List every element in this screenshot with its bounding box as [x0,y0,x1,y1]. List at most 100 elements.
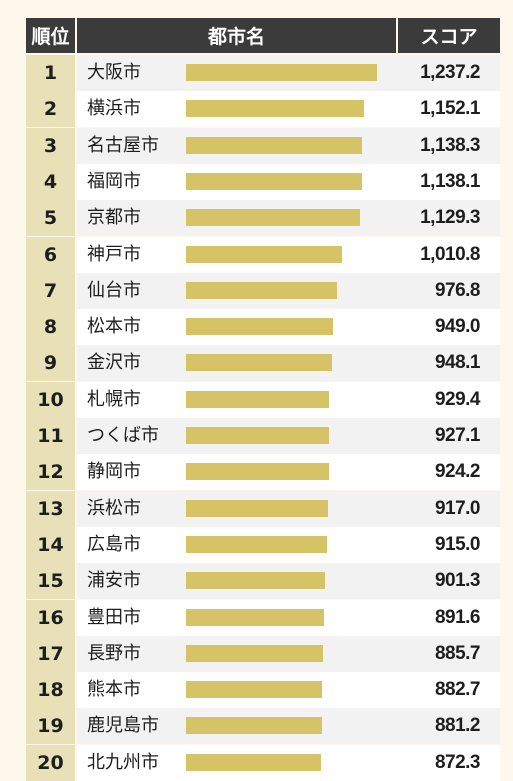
score-bar [186,463,329,481]
score-bar [186,572,326,590]
row-body: 福岡市 1,138.1 [77,163,500,200]
city-name: つくば市 [87,425,159,446]
city-name: 神戸市 [87,243,141,265]
score-value: 872.3 [434,751,481,773]
rank-cell: 5 [26,200,75,237]
rank-cell: 2 [26,91,75,128]
table-row: 11 つくば市 927.1 [26,418,500,454]
score-bar [186,499,328,517]
table-row: 14 広島市 915.0 [26,526,500,563]
row-body: つくば市 927.1 [77,418,500,454]
rank-cell: 9 [26,345,75,382]
row-body: 広島市 915.0 [77,526,500,563]
rank-header: 順位 [26,18,75,53]
city-name: 仙台市 [87,279,141,301]
city-name: 名古屋市 [87,134,159,156]
score-bar [186,245,343,263]
table-row: 15 浦安市 901.3 [26,563,500,600]
city-name: 長野市 [87,642,141,664]
city-name: 熊本市 [87,679,141,701]
rank-cell: 1 [26,55,75,91]
row-body: 仙台市 976.8 [77,272,500,309]
score-value: 927.1 [434,425,481,446]
score-header: スコア [398,18,500,53]
score-value: 1,138.3 [420,134,480,156]
table-row: 9 金沢市 948.1 [26,345,500,382]
score-bar [186,681,323,699]
rank-cell: 8 [26,309,75,346]
city-name: 金沢市 [87,352,141,374]
row-body: 熊本市 882.7 [77,672,500,709]
table-row: 10 札幌市 929.4 [26,381,500,418]
score-bar [186,172,362,190]
city-name: 静岡市 [87,461,141,483]
row-body: 神戸市 1,010.8 [77,236,500,273]
row-body: 名古屋市 1,138.3 [77,127,500,164]
city-name: 福岡市 [87,170,141,192]
rank-cell: 4 [26,163,75,200]
row-body: 札幌市 929.4 [77,381,500,418]
rank-cell: 20 [26,744,75,781]
table-row: 2 横浜市 1,152.1 [26,91,500,128]
score-bar [186,209,361,227]
row-body: 浦安市 901.3 [77,563,500,600]
score-value: 1,129.3 [420,207,480,229]
table-row: 20 北九州市 872.3 [26,744,500,781]
table-row: 7 仙台市 976.8 [26,272,500,309]
score-bar [186,535,328,553]
table-row: 3 名古屋市 1,138.3 [26,127,500,164]
score-bar [186,717,323,735]
score-value: 881.2 [434,715,481,737]
rank-cell: 13 [26,490,75,527]
score-value: 948.1 [434,352,481,374]
rank-cell: 16 [26,599,75,636]
rank-cell: 10 [26,381,75,418]
table-row: 19 鹿児島市 881.2 [26,708,500,745]
row-body: 大阪市 1,237.2 [77,55,500,91]
rank-cell: 12 [26,454,75,491]
score-value: 1,010.8 [420,243,480,265]
score-value: 949.0 [434,316,481,338]
score-value: 1,152.1 [420,98,480,120]
score-value: 915.0 [434,533,481,555]
table-row: 5 京都市 1,129.3 [26,200,500,237]
score-bar [186,427,330,444]
rank-cell: 18 [26,672,75,709]
score-bar [186,354,333,372]
city-name: 京都市 [87,207,141,229]
row-body: 松本市 949.0 [77,309,500,346]
city-name: 札幌市 [87,388,141,410]
score-value: 929.4 [434,388,481,410]
rank-cell: 7 [26,272,75,309]
score-bar [186,644,323,662]
score-bar [186,100,364,118]
score-value: 976.8 [434,279,481,301]
table-row: 8 松本市 949.0 [26,309,500,346]
city-name: 横浜市 [87,98,141,120]
rank-cell: 17 [26,635,75,672]
row-body: 鹿児島市 881.2 [77,708,500,745]
row-body: 横浜市 1,152.1 [77,91,500,128]
city-name: 浜松市 [87,497,141,519]
score-value: 882.7 [434,679,481,701]
row-body: 北九州市 872.3 [77,744,500,781]
city-name: 松本市 [87,316,141,338]
table-row: 4 福岡市 1,138.1 [26,163,500,200]
score-bar [186,390,330,408]
rank-cell: 14 [26,526,75,563]
city-header: 都市名 [77,18,396,53]
row-body: 浜松市 917.0 [77,490,500,527]
rank-cell: 3 [26,127,75,164]
score-bar [186,608,324,626]
score-value: 901.3 [434,570,481,592]
city-name: 鹿児島市 [87,715,159,737]
score-bar [186,281,337,299]
rank-cell: 6 [26,236,75,273]
city-name: 広島市 [87,533,141,555]
city-name: 北九州市 [87,751,159,773]
score-bar [186,753,321,771]
rank-cell: 11 [26,418,75,454]
rank-cell: 15 [26,563,75,600]
table-row: 12 静岡市 924.2 [26,454,500,491]
table-row: 18 熊本市 882.7 [26,672,500,709]
